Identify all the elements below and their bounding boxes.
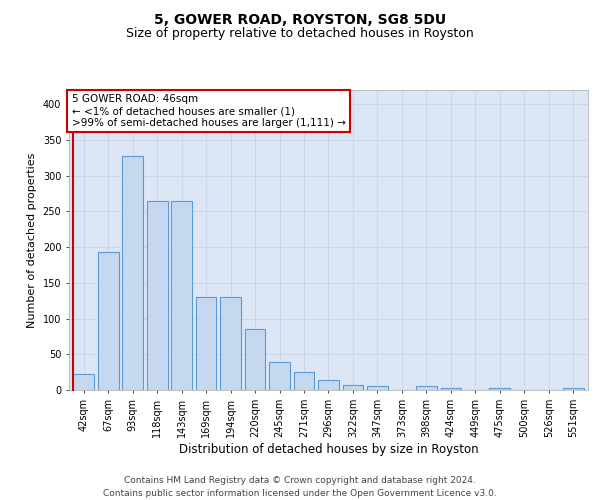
Bar <box>490 388 510 390</box>
X-axis label: Distribution of detached houses by size in Royston: Distribution of detached houses by size … <box>179 442 478 456</box>
Bar <box>440 388 461 390</box>
Text: 5 GOWER ROAD: 46sqm
← <1% of detached houses are smaller (1)
>99% of semi-detach: 5 GOWER ROAD: 46sqm ← <1% of detached ho… <box>71 94 346 128</box>
Bar <box>245 328 265 390</box>
Bar <box>122 156 143 390</box>
Bar <box>318 380 339 390</box>
Y-axis label: Number of detached properties: Number of detached properties <box>27 152 37 328</box>
Bar <box>196 297 217 390</box>
Text: Contains HM Land Registry data © Crown copyright and database right 2024.
Contai: Contains HM Land Registry data © Crown c… <box>103 476 497 498</box>
Bar <box>269 362 290 390</box>
Bar <box>147 200 167 390</box>
Bar <box>293 372 314 390</box>
Bar <box>416 386 437 390</box>
Bar <box>171 200 192 390</box>
Bar <box>220 297 241 390</box>
Bar <box>343 385 364 390</box>
Text: Size of property relative to detached houses in Royston: Size of property relative to detached ho… <box>126 28 474 40</box>
Bar <box>563 388 584 390</box>
Bar <box>73 374 94 390</box>
Bar <box>367 386 388 390</box>
Bar <box>98 252 119 390</box>
Text: 5, GOWER ROAD, ROYSTON, SG8 5DU: 5, GOWER ROAD, ROYSTON, SG8 5DU <box>154 12 446 26</box>
